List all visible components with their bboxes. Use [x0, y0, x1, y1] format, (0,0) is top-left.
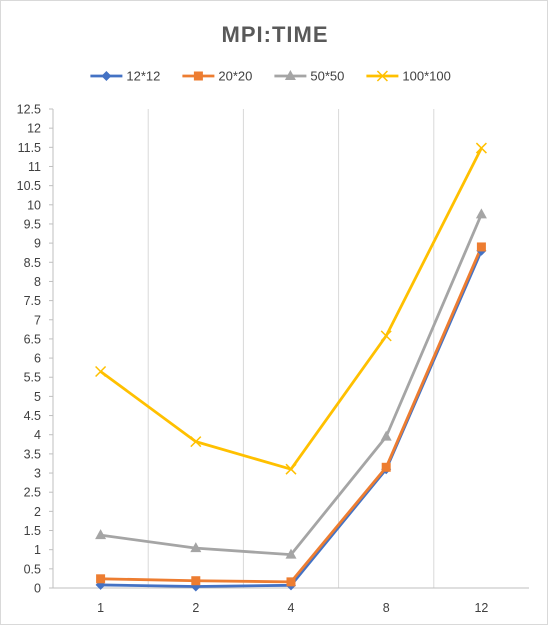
series-markers	[95, 142, 487, 592]
data-point	[96, 574, 106, 584]
y-tick-label: 11.5	[18, 141, 41, 155]
y-tick-label: 5.5	[24, 371, 41, 385]
y-tick-label: 8	[34, 275, 41, 289]
y-tick-label: 4	[34, 428, 41, 442]
chart-title: MPI:TIME	[222, 22, 329, 47]
x-tick-label: 2	[192, 601, 199, 615]
data-point	[95, 365, 107, 378]
y-tick-label: 0	[34, 582, 41, 596]
y-tick-label: 5	[34, 390, 41, 404]
x-axis-ticks: 1 2 4 8 12	[97, 601, 488, 615]
data-point	[95, 529, 107, 540]
data-point	[285, 463, 297, 475]
data-point	[286, 577, 296, 587]
y-tick-label: 8.5	[24, 256, 41, 270]
data-point	[381, 462, 391, 472]
y-tick-label: 9	[34, 237, 41, 251]
y-tick-label: 2.5	[24, 486, 41, 500]
series-line-3	[99, 147, 483, 471]
gridlines	[147, 109, 435, 588]
y-tick-label: 3.5	[24, 447, 41, 461]
legend-item: 20*20	[182, 69, 252, 84]
y-tick-label: 2	[34, 505, 41, 519]
legend-label: 100*100	[402, 69, 450, 84]
axes	[52, 109, 529, 589]
x-marker-stroke	[475, 142, 487, 154]
legend: 12*12 20*20 50*50 100*100	[90, 69, 451, 84]
y-tick-label: 7	[34, 313, 41, 327]
y-tick-label: 1.5	[24, 524, 41, 538]
x-tick-label: 4	[288, 601, 295, 615]
data-point	[476, 242, 486, 252]
data-point	[191, 576, 201, 586]
y-tick-label: 6	[34, 352, 41, 366]
x-marker-stroke	[95, 365, 107, 378]
x-marker-stroke	[285, 463, 297, 475]
x-tick-label: 8	[383, 601, 390, 615]
data-point	[285, 548, 297, 559]
y-tick-label: 6.5	[24, 332, 41, 346]
y-tick-label: 0.5	[24, 562, 41, 576]
y-tick-label: 9.5	[24, 217, 41, 231]
legend-label: 20*20	[218, 69, 252, 84]
data-point	[190, 436, 202, 448]
y-tick-label: 4.5	[24, 409, 41, 423]
series-line-0	[100, 250, 483, 588]
data-point	[475, 142, 487, 154]
x-marker-stroke	[376, 70, 388, 82]
data-point	[190, 542, 202, 553]
legend-label: 12*12	[126, 69, 160, 84]
y-tick-label: 3	[34, 467, 41, 481]
legend-item: 12*12	[90, 69, 160, 84]
y-tick-label: 12.5	[17, 103, 41, 117]
series-lines	[99, 147, 483, 588]
legend-item: 100*100	[366, 69, 451, 84]
y-tick-label: 12	[27, 122, 41, 136]
legend-marker	[376, 70, 388, 82]
data-point	[475, 208, 487, 219]
y-axis-ticks: 00.511.522.533.544.555.566.577.588.599.5…	[17, 103, 53, 596]
legend-marker	[101, 71, 112, 81]
y-tick-label: 1	[34, 543, 41, 557]
y-tick-label: 10.5	[17, 179, 41, 193]
data-point	[380, 430, 392, 441]
legend-marker	[193, 71, 203, 81]
x-tick-label: 12	[474, 601, 488, 615]
x-marker-stroke	[190, 436, 202, 448]
x-marker-stroke	[380, 330, 392, 342]
legend-label: 50*50	[310, 69, 344, 84]
legend-marker	[284, 70, 296, 80]
legend-item: 50*50	[274, 69, 344, 84]
y-tick-label: 7.5	[24, 294, 41, 308]
x-tick-label: 1	[97, 601, 104, 615]
y-tick-label: 11	[28, 160, 41, 174]
y-tick-label: 10	[27, 198, 41, 212]
data-point	[380, 330, 392, 342]
